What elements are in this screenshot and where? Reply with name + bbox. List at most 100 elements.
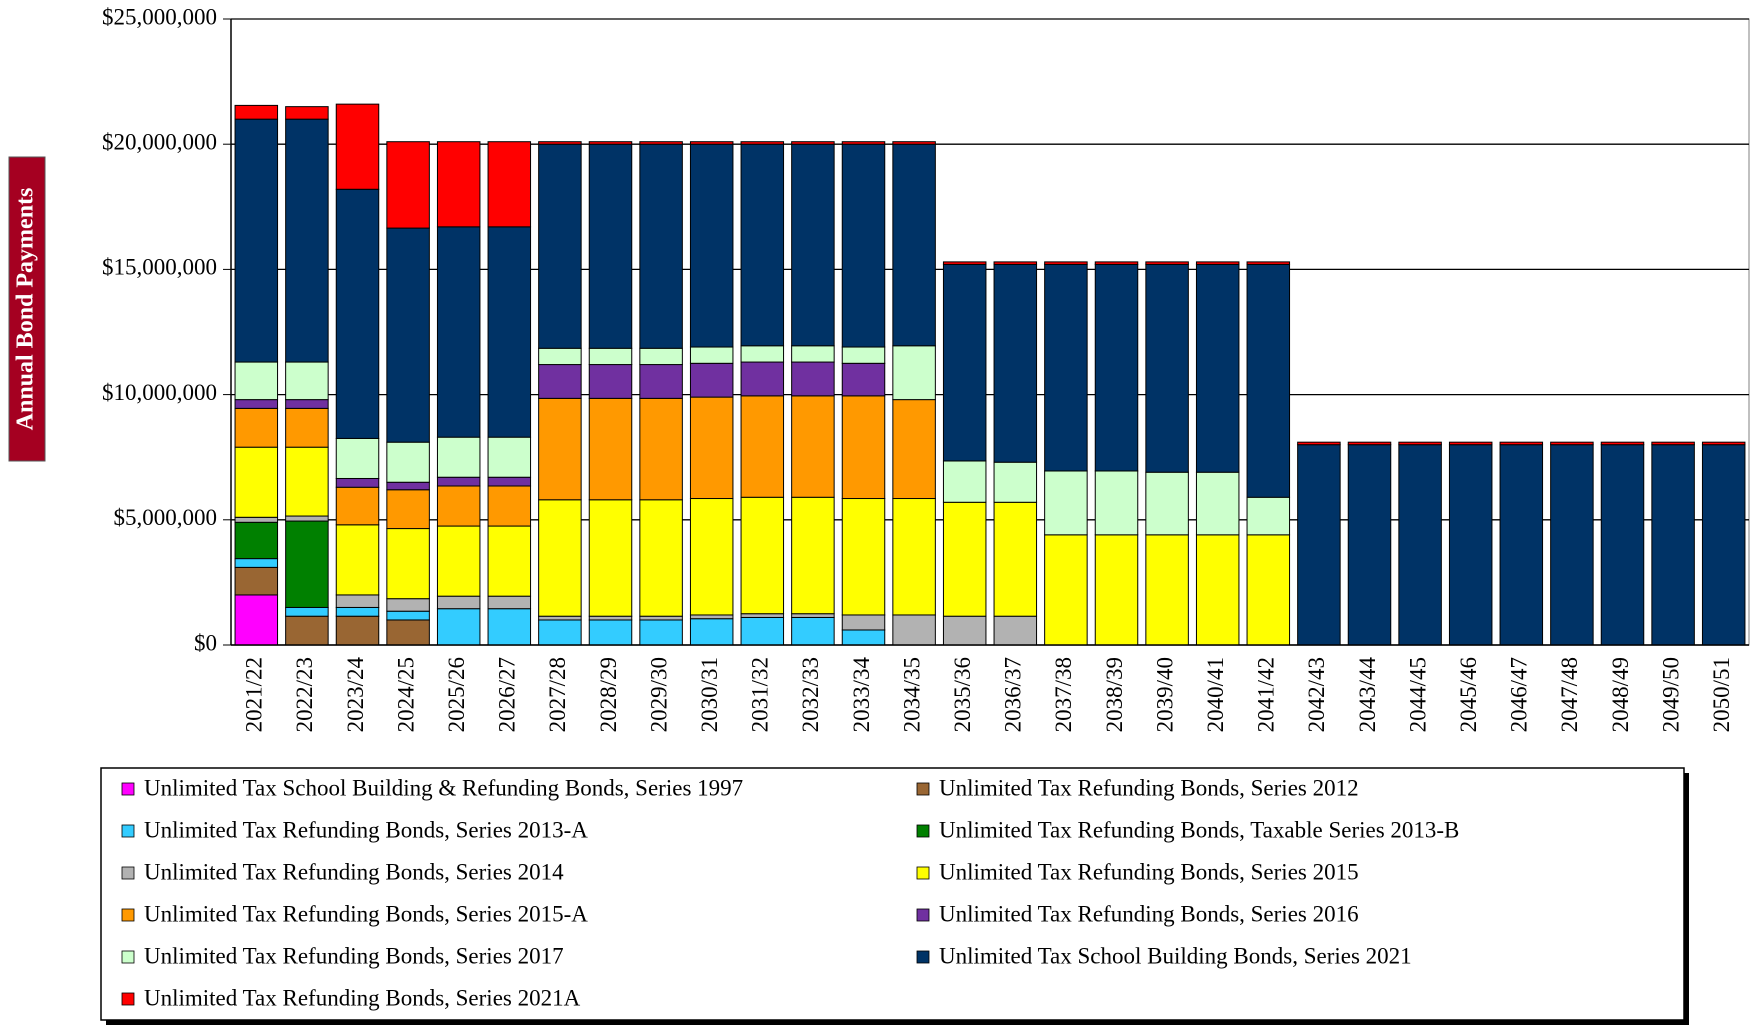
x-tick-label: 2040/41 (1203, 657, 1228, 732)
bar-segment (234, 399, 279, 409)
y-tick-label: $20,000,000 (102, 129, 217, 154)
legend-label: Unlimited Tax Refunding Bonds, Taxable S… (939, 817, 1459, 842)
bar-segment (740, 361, 785, 397)
bar-segment (993, 263, 1038, 463)
bar-segment (335, 103, 380, 190)
legend-swatch (121, 866, 135, 880)
x-tick-label: 2047/48 (1557, 657, 1582, 732)
bar-segment (487, 485, 532, 527)
legend-swatch (121, 950, 135, 964)
bar-segment (942, 261, 987, 265)
bar-segment (740, 143, 785, 347)
bar-segment (487, 141, 532, 228)
bar-segment (1195, 263, 1240, 473)
x-tick-label: 2049/50 (1658, 657, 1683, 732)
bar-segment (689, 141, 734, 145)
bar-segment (639, 499, 683, 617)
bar-segment (1044, 470, 1088, 536)
bar-segment (1600, 441, 1645, 446)
bar-segment (234, 361, 279, 401)
bar-segment (791, 143, 835, 347)
bar-segment (1246, 534, 1291, 646)
bar-segment (942, 460, 987, 503)
bar-segment (538, 499, 582, 617)
bar-segment (740, 613, 785, 618)
legend-swatch (916, 866, 930, 880)
x-tick-label: 2043/44 (1355, 657, 1380, 733)
plot-area (230, 18, 1750, 646)
x-tick-label: 2034/35 (899, 657, 924, 732)
bar-segment (1044, 263, 1088, 472)
x-tick-label: 2046/47 (1507, 657, 1532, 732)
y-tick-label: $5,000,000 (114, 505, 218, 530)
bar-segment (1347, 441, 1392, 446)
x-tick-label: 2024/25 (393, 657, 418, 732)
bar-segment (436, 226, 481, 438)
bar-segment (386, 598, 430, 612)
bar-segment (639, 141, 683, 145)
bar-segment (689, 614, 734, 620)
bar-segment (740, 345, 785, 363)
bar-segment (689, 346, 734, 364)
x-tick-label: 2036/37 (1001, 657, 1026, 732)
bar-segment (386, 481, 430, 491)
bar-segment (538, 397, 582, 501)
bar-segment (1550, 444, 1594, 646)
bar-segment (538, 615, 582, 621)
legend-label: Unlimited Tax Refunding Bonds, Series 20… (144, 817, 588, 842)
x-tick-label: 2030/31 (697, 657, 722, 732)
bar-segment (1195, 261, 1240, 265)
bar-segment (234, 446, 279, 518)
x-tick-label: 2035/36 (950, 657, 975, 732)
bar-segment (993, 615, 1038, 646)
bar-segment (993, 501, 1038, 617)
bar-segment (285, 407, 329, 448)
bar-segment (791, 361, 835, 397)
bar-segment (1195, 471, 1240, 536)
bar-segment (285, 520, 329, 608)
bar-segment (892, 498, 936, 616)
bar-segment (538, 143, 582, 349)
bar-segment (386, 619, 430, 646)
legend-swatch (121, 992, 135, 1006)
bar-segment (1499, 444, 1544, 646)
bar-segment (689, 498, 734, 616)
bar-segment (436, 436, 481, 478)
bar-segment (285, 515, 329, 522)
bar-segment (740, 616, 785, 646)
x-tick-label: 2050/51 (1709, 657, 1734, 732)
bar-segment (1651, 441, 1695, 446)
legend-label: Unlimited Tax Refunding Bonds, Series 20… (939, 775, 1359, 800)
bar-segment (1600, 444, 1645, 646)
x-tick-label: 2021/22 (242, 657, 267, 732)
x-tick-label: 2033/34 (849, 657, 874, 733)
bar-segment (335, 437, 380, 479)
x-tick-label: 2025/26 (444, 657, 469, 732)
bar-segment (740, 496, 785, 615)
bar-segment (538, 141, 582, 145)
bar-segment (436, 595, 481, 610)
y-axis-label: Annual Bond Payments (13, 188, 39, 431)
bar-segment (1044, 261, 1088, 265)
bar-segment (1701, 441, 1746, 446)
bar-segment (1145, 534, 1189, 646)
bar-segment (942, 263, 987, 462)
bar-segment (335, 606, 380, 617)
bar-segment (993, 461, 1038, 503)
bar-segment (285, 615, 329, 646)
bar-segment (1398, 441, 1442, 446)
y-tick-label: $0 (194, 630, 217, 655)
y-tick-label: $15,000,000 (102, 255, 217, 280)
x-tick-label: 2032/33 (798, 657, 823, 732)
bar-segment (841, 629, 886, 646)
bar-segment (538, 364, 582, 399)
bar-segment (791, 345, 835, 363)
bar-segment (1195, 534, 1240, 646)
bar-segment (639, 397, 683, 501)
legend-swatch (121, 782, 135, 796)
bar-segment (1398, 444, 1442, 646)
bar-segment (1701, 444, 1746, 646)
bar-segment (1347, 444, 1392, 646)
bar-segment (791, 613, 835, 618)
bar-segment (436, 476, 481, 487)
